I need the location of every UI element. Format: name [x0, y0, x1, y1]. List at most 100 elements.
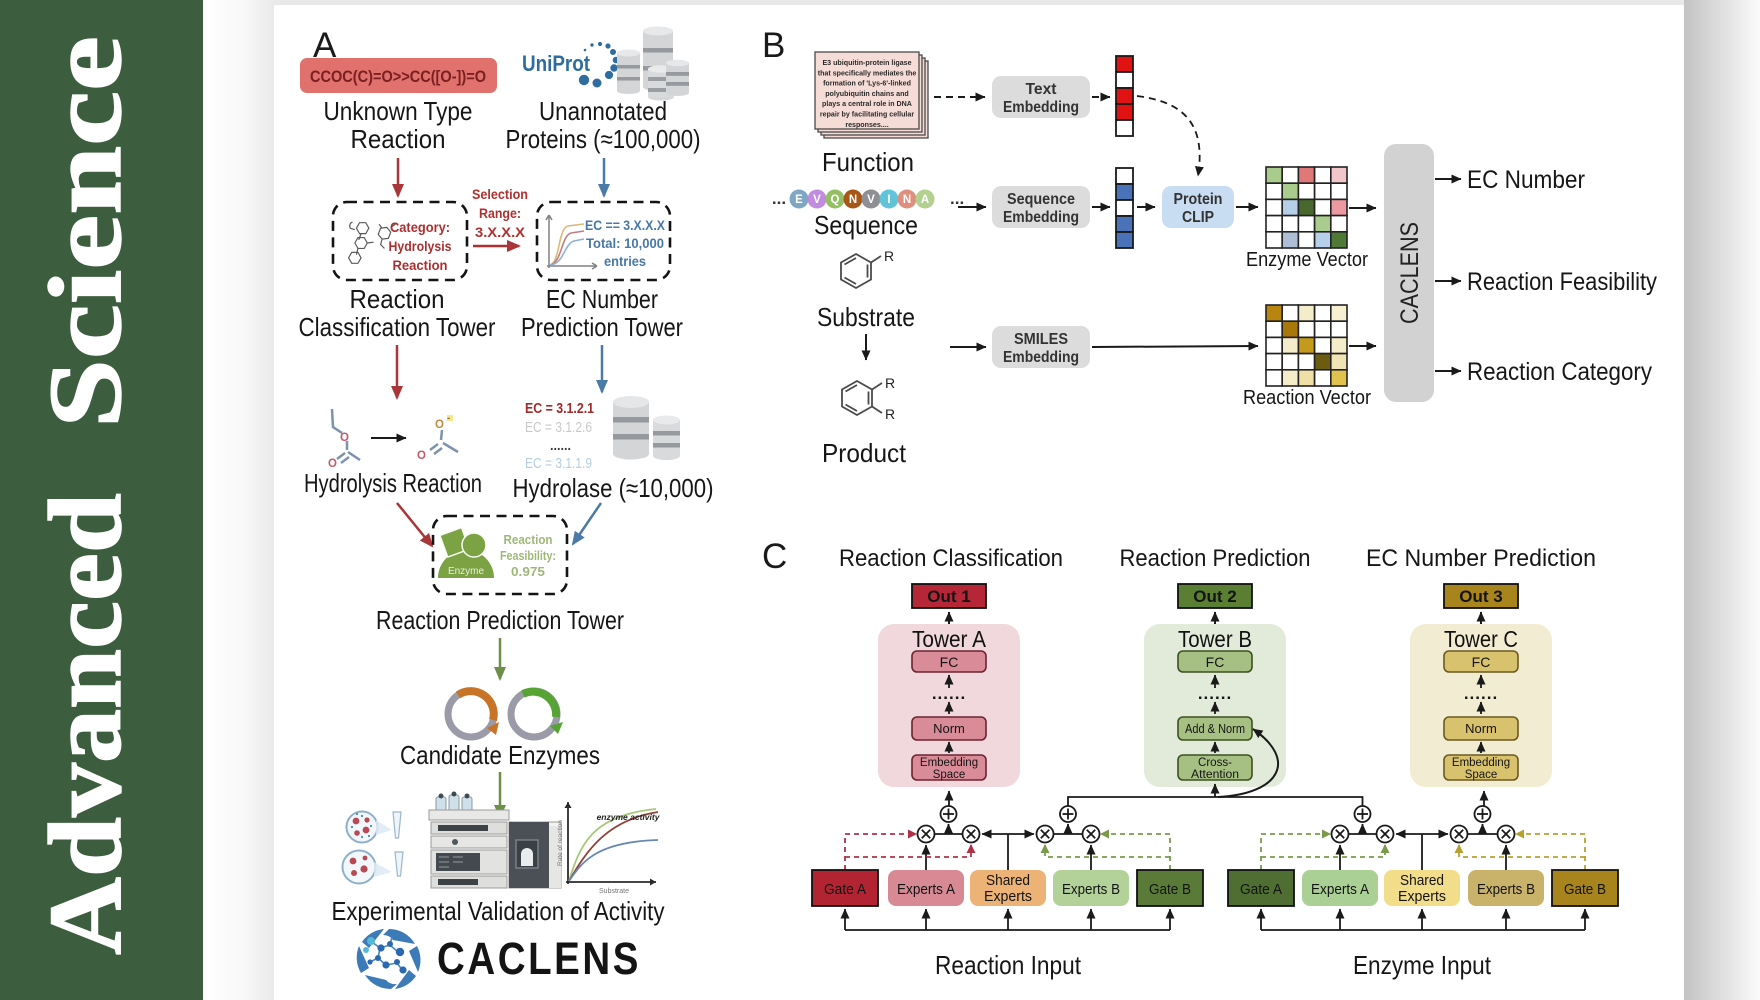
svg-text:Sequence: Sequence: [814, 210, 918, 240]
svg-text:CLIP: CLIP: [1182, 209, 1214, 226]
svg-text:Reaction Prediction: Reaction Prediction: [1120, 545, 1311, 572]
svg-text:Space: Space: [1465, 769, 1498, 781]
svg-text:Hydrolase (≈10,000): Hydrolase (≈10,000): [513, 473, 714, 503]
svg-text:EC Number Prediction: EC Number Prediction: [1366, 545, 1596, 572]
svg-text:Embedding: Embedding: [920, 757, 978, 769]
svg-text:Rate of reaction: Rate of reaction: [557, 820, 564, 866]
svg-text:Out 1: Out 1: [927, 587, 970, 606]
svg-text:repair by facilitating cellula: repair by facilitating cellular: [820, 111, 914, 119]
svg-text:Enzyme Input: Enzyme Input: [1353, 950, 1492, 980]
svg-text:O: O: [435, 419, 444, 431]
svg-text:Reaction Feasibility: Reaction Feasibility: [1467, 268, 1657, 296]
svg-text:Classification Tower: Classification Tower: [299, 312, 496, 342]
svg-text:entries: entries: [604, 254, 646, 269]
svg-text:Selection: Selection: [472, 186, 528, 202]
svg-text:C: C: [762, 537, 787, 576]
svg-text:Norm: Norm: [933, 721, 965, 736]
svg-text:FC: FC: [940, 654, 959, 670]
svg-text:Reaction Category: Reaction Category: [1467, 358, 1652, 386]
svg-text:N: N: [849, 194, 857, 206]
svg-text:Gate A: Gate A: [824, 881, 866, 898]
svg-text:Science: Science: [28, 36, 143, 428]
svg-text:N: N: [903, 194, 911, 206]
svg-text:Attention: Attention: [1191, 769, 1239, 781]
svg-text:V: V: [867, 194, 875, 206]
svg-text:SMILES: SMILES: [1014, 331, 1068, 348]
svg-text:Space: Space: [933, 769, 966, 781]
svg-text:Advanced: Advanced: [28, 493, 143, 955]
svg-text:Experts B: Experts B: [1477, 881, 1535, 898]
svg-text:Enzyme Vector: Enzyme Vector: [1246, 249, 1368, 271]
svg-text:Cross-: Cross-: [1198, 757, 1232, 769]
svg-text:Out 2: Out 2: [1193, 587, 1236, 606]
svg-text:EC Number: EC Number: [1467, 166, 1585, 194]
svg-text:Gate A: Gate A: [1240, 881, 1282, 898]
svg-text:FC: FC: [1206, 654, 1225, 670]
svg-text:Range:: Range:: [479, 205, 521, 221]
svg-text:Out 3: Out 3: [1459, 587, 1502, 606]
svg-text:Function: Function: [822, 147, 914, 177]
svg-text:that specifically mediates the: that specifically mediates the: [818, 69, 917, 77]
svg-text:R: R: [884, 248, 894, 264]
svg-text:UniProt: UniProt: [522, 51, 591, 76]
svg-text:...: ...: [950, 189, 964, 208]
svg-text:CACLENS: CACLENS: [1396, 222, 1424, 324]
svg-text:CCOC(C)=O>>CC([O-])=O: CCOC(C)=O>>CC([O-])=O: [310, 68, 486, 86]
svg-text:plays a central role in DNA: plays a central role in DNA: [822, 100, 912, 108]
svg-text:EC = 3.1.2.6: EC = 3.1.2.6: [525, 420, 592, 436]
svg-text:Reaction Input: Reaction Input: [935, 950, 1082, 980]
svg-text:formation of 'Lys-6'-linked: formation of 'Lys-6'-linked: [823, 80, 911, 88]
svg-text:enzyme activity: enzyme activity: [597, 812, 661, 822]
svg-text:V: V: [813, 194, 821, 206]
svg-text:Embedding: Embedding: [1003, 349, 1079, 366]
svg-text:Sequence: Sequence: [1007, 191, 1075, 208]
svg-text:Unknown Type: Unknown Type: [324, 96, 473, 126]
svg-text:Substrate: Substrate: [599, 888, 629, 895]
svg-text:Reaction: Reaction: [504, 532, 553, 547]
svg-text:Experts: Experts: [1398, 888, 1446, 905]
svg-text:Reaction Vector: Reaction Vector: [1243, 387, 1371, 409]
svg-text:Embedding: Embedding: [1003, 99, 1079, 116]
svg-text:Feasibility:: Feasibility:: [500, 548, 556, 563]
svg-text:FC: FC: [1472, 654, 1491, 670]
svg-text:Embedding: Embedding: [1003, 209, 1079, 226]
svg-text:Prediction Tower: Prediction Tower: [521, 312, 683, 342]
svg-text:Experts: Experts: [984, 888, 1032, 905]
svg-text:Shared: Shared: [986, 872, 1030, 889]
svg-text:Hydrolysis Reaction: Hydrolysis Reaction: [304, 468, 482, 498]
svg-text:Candidate Enzymes: Candidate Enzymes: [400, 740, 600, 770]
svg-text:Experts A: Experts A: [897, 881, 955, 898]
svg-text:......: ......: [932, 684, 966, 703]
svg-text:Reaction Classification: Reaction Classification: [839, 545, 1063, 572]
svg-text:Substrate: Substrate: [817, 302, 915, 332]
svg-text:Hydrolysis: Hydrolysis: [389, 239, 452, 254]
svg-text:O: O: [328, 458, 337, 470]
svg-text:Shared: Shared: [1400, 872, 1444, 889]
svg-text:A: A: [921, 194, 929, 206]
svg-text:Tower B: Tower B: [1178, 626, 1252, 652]
svg-text:Proteins (≈100,000): Proteins (≈100,000): [506, 124, 701, 154]
svg-text:......: ......: [1198, 684, 1232, 703]
svg-text:-: -: [447, 413, 450, 424]
svg-text:I: I: [887, 194, 890, 206]
svg-text:Experts A: Experts A: [1311, 881, 1369, 898]
svg-text:EC = 3.1.2.1: EC = 3.1.2.1: [525, 401, 594, 417]
svg-text:O: O: [417, 450, 426, 462]
svg-text:Total: 10,000: Total: 10,000: [586, 236, 664, 251]
svg-text:Unannotated: Unannotated: [539, 96, 667, 126]
svg-text:Tower C: Tower C: [1444, 626, 1518, 652]
svg-text:Embedding: Embedding: [1452, 757, 1510, 769]
svg-text:Tower A: Tower A: [912, 626, 987, 652]
svg-text:Add & Norm: Add & Norm: [1185, 721, 1245, 736]
svg-text:Category:: Category:: [390, 220, 450, 235]
svg-text:Text: Text: [1026, 81, 1057, 98]
svg-text:0.975: 0.975: [511, 564, 545, 579]
svg-text:Experimental Validation of Act: Experimental Validation of Activity: [332, 896, 665, 926]
svg-text:responses....: responses....: [845, 121, 888, 129]
svg-text:EC Number: EC Number: [546, 284, 658, 314]
svg-text:...: ...: [772, 189, 786, 208]
svg-text:Product: Product: [822, 438, 907, 468]
svg-text:R: R: [885, 406, 895, 422]
svg-text:......: ......: [550, 437, 571, 453]
svg-text:Protein: Protein: [1174, 191, 1223, 208]
